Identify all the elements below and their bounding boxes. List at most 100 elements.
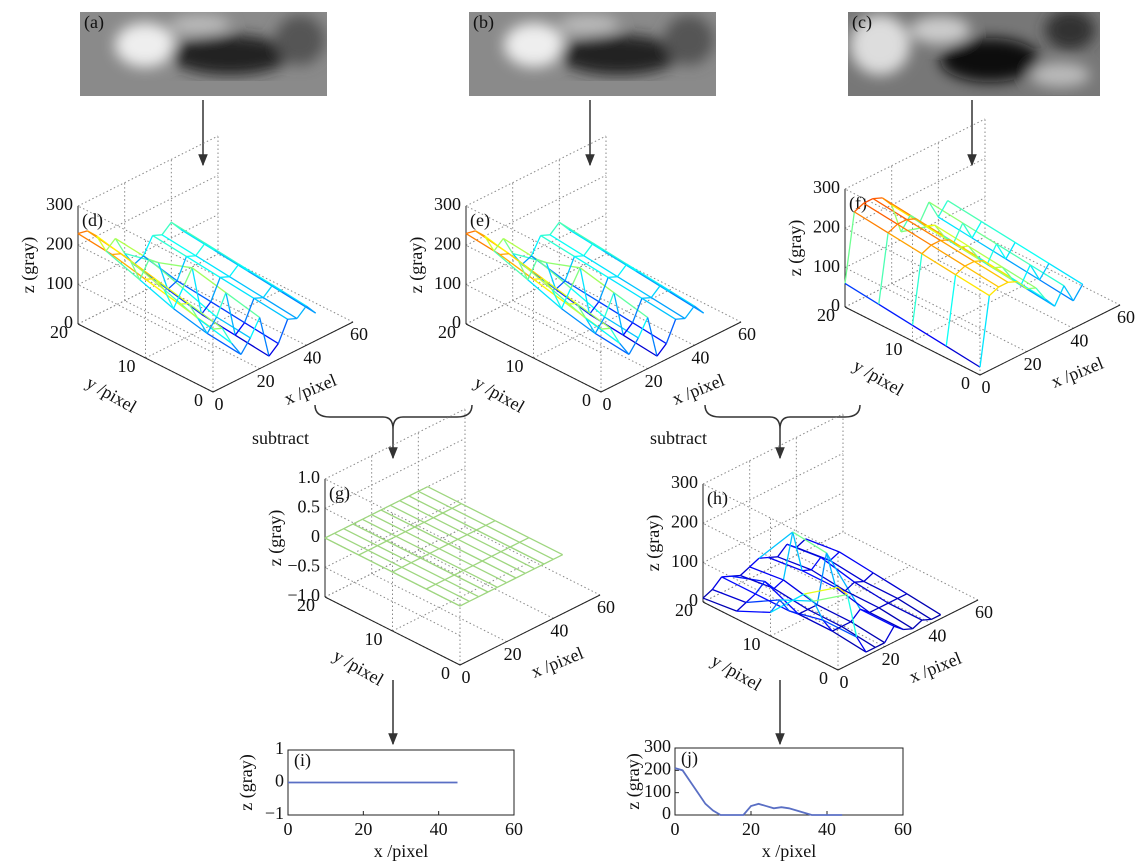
mesh-segment	[609, 327, 621, 344]
mesh-segment	[377, 545, 412, 564]
mesh-segment	[777, 543, 788, 558]
x-tick-label: 20	[504, 644, 522, 664]
mesh-segment	[768, 556, 778, 559]
mesh-segment	[390, 504, 425, 523]
mesh-segment	[758, 531, 794, 559]
mesh-segment	[598, 301, 633, 324]
mesh-segment	[519, 541, 554, 560]
axis-line	[837, 599, 979, 671]
mesh-segment	[782, 531, 794, 581]
panel-label: (d)	[82, 210, 103, 231]
z-tick-label: 100	[671, 551, 698, 571]
mesh-segment	[807, 608, 842, 628]
mesh-segment	[891, 204, 902, 233]
x-tick-label: 20	[354, 819, 372, 839]
x-axis-label: x /pixel	[528, 643, 586, 682]
image-b	[469, 12, 716, 96]
mesh-segment	[893, 625, 904, 631]
grid-line	[702, 413, 844, 485]
mesh-segment	[712, 588, 747, 604]
mesh-segment	[540, 234, 551, 237]
axis-line	[212, 321, 354, 393]
grid-line	[217, 253, 354, 323]
mesh-segment	[968, 245, 1003, 268]
mesh-segment	[111, 253, 146, 280]
mesh-segment	[197, 318, 208, 334]
mesh-segment	[433, 512, 444, 519]
mesh-segment	[921, 253, 956, 276]
mesh-segment	[453, 574, 489, 593]
mesh-segment	[835, 587, 870, 613]
y-tick-label: 10	[885, 339, 903, 359]
mesh-segment	[463, 569, 498, 588]
mesh-segment	[444, 574, 455, 581]
mesh-segment	[931, 614, 941, 620]
mesh-segment	[405, 526, 416, 533]
x-tick-label: 60	[1117, 307, 1135, 327]
mesh-segment	[906, 593, 942, 616]
mesh-segment	[585, 318, 596, 334]
mesh-segment	[863, 572, 874, 582]
mesh-segment	[459, 600, 470, 607]
mesh-segment	[1016, 281, 1028, 290]
x-tick-label: 40	[928, 625, 946, 645]
mesh-segment	[461, 503, 496, 522]
mesh-segment	[777, 556, 812, 571]
mesh-segment	[647, 317, 658, 357]
mesh-segment	[390, 500, 400, 506]
x-tick-label: 0	[215, 394, 224, 414]
z-tick-label: 300	[813, 177, 840, 197]
mesh-segment	[996, 243, 1031, 266]
mesh-segment	[485, 520, 496, 526]
mesh-segment	[844, 211, 855, 284]
y-axis-label: z (gray)	[236, 754, 257, 810]
mesh-segment	[897, 593, 908, 600]
mesh-segment	[186, 255, 221, 278]
mesh-segment	[632, 322, 667, 345]
mesh-segment	[745, 593, 756, 604]
z-tick-label: 0	[452, 312, 461, 332]
mesh-segment	[583, 255, 618, 278]
mesh-segment	[594, 316, 606, 334]
mesh-segment	[979, 295, 990, 368]
mesh-segment	[684, 305, 695, 319]
grid-line	[702, 531, 844, 603]
grid-line	[912, 270, 1053, 342]
mesh-segment	[837, 586, 848, 596]
mesh-segment	[195, 255, 230, 278]
mesh-segment	[820, 556, 855, 583]
panel-label: (i)	[294, 750, 311, 771]
mesh-segment	[210, 301, 245, 324]
mesh-segment	[399, 500, 434, 519]
mesh-segment	[161, 234, 197, 257]
mesh-segment	[928, 201, 964, 224]
grid-line	[77, 244, 214, 314]
operation-label: subtract	[252, 428, 309, 448]
mesh-segment	[947, 200, 982, 223]
plot-frame	[674, 747, 904, 816]
mesh-segment	[600, 327, 611, 330]
mesh-segment	[940, 239, 975, 262]
mesh-segment	[481, 555, 492, 562]
mesh-segment	[570, 267, 581, 289]
mesh-segment	[457, 538, 492, 557]
mesh-segment	[352, 518, 363, 525]
grid-line	[844, 267, 981, 337]
mesh-segment	[465, 230, 476, 235]
mesh-segment	[801, 570, 837, 589]
mesh-segment	[964, 260, 975, 267]
mesh-segment	[367, 545, 378, 551]
z-tick-label: 200	[813, 216, 840, 236]
mesh-segment	[798, 608, 809, 615]
mesh-segment	[472, 560, 483, 567]
mesh-segment	[527, 259, 538, 281]
mesh-segment	[533, 278, 568, 305]
mesh-segment	[736, 602, 747, 612]
mesh-segment	[253, 296, 264, 299]
y-tick-label: 20	[675, 600, 693, 620]
mesh-segment	[425, 583, 436, 590]
mesh-segment	[220, 276, 230, 279]
mesh-segment	[788, 610, 824, 621]
mesh-segment	[906, 218, 917, 221]
